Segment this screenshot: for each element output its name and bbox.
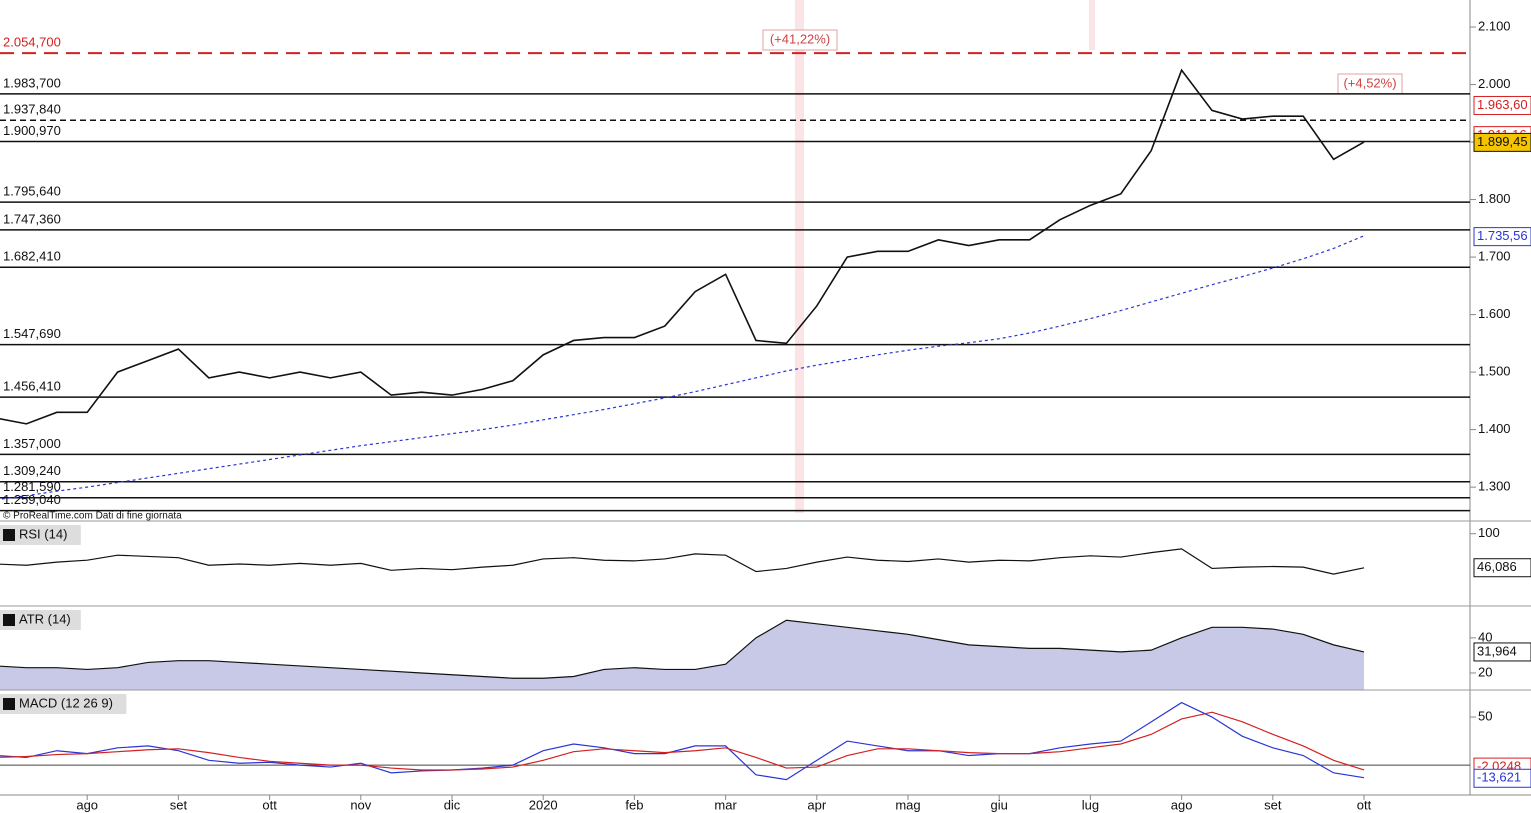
x-tick-label: mar xyxy=(714,797,737,812)
y-tick-label: 2.000 xyxy=(1478,76,1511,91)
level-label: 1.983,700 xyxy=(3,75,61,90)
y-tick-label: 1.800 xyxy=(1478,191,1511,206)
level-label: 1.357,000 xyxy=(3,436,61,451)
panel-title: RSI (14) xyxy=(19,526,67,541)
level-label: 1.456,410 xyxy=(3,379,61,394)
level-label: 1.281,590 xyxy=(3,479,61,494)
y-tick-label: 1.300 xyxy=(1478,479,1511,494)
level-label: 1.309,240 xyxy=(3,463,61,478)
highlight-band xyxy=(795,0,804,513)
price-tag xyxy=(1473,558,1531,578)
annotation-box xyxy=(762,29,838,51)
x-tick-label: lug xyxy=(1082,797,1099,812)
y-tick-label: 50 xyxy=(1478,708,1492,723)
x-tick-label: ago xyxy=(76,797,98,812)
price-tag-label: 1.899,45 xyxy=(1477,134,1528,149)
panel-title-bg xyxy=(0,525,81,545)
x-tick-label: ago xyxy=(1171,797,1193,812)
price-tag xyxy=(1473,227,1531,247)
y-tick-label: 1.700 xyxy=(1478,249,1511,264)
series-line xyxy=(0,235,1365,500)
level-label: 1.547,690 xyxy=(3,326,61,341)
price-tag-label: 1.963,60 xyxy=(1477,97,1528,112)
level-label: 2.054,700 xyxy=(3,35,61,50)
price-tag-label: 46,086 xyxy=(1477,559,1517,574)
panel-title-icon xyxy=(3,529,15,541)
y-tick-label: 1.600 xyxy=(1478,306,1511,321)
panel-title: MACD (12 26 9) xyxy=(19,695,113,710)
annotation: (+4,52%) xyxy=(1343,75,1396,90)
x-tick-label: set xyxy=(1264,797,1282,812)
x-tick-label: giu xyxy=(991,797,1008,812)
price-tag-label: -13,621 xyxy=(1477,770,1521,785)
footnote: © ProRealTime.com Dati di fine giornata xyxy=(3,511,182,522)
x-tick-label: feb xyxy=(625,797,643,812)
panel-title: ATR (14) xyxy=(19,611,71,626)
x-tick-label: 2020 xyxy=(529,797,558,812)
x-tick-label: dic xyxy=(444,797,461,812)
x-tick-label: mag xyxy=(895,797,920,812)
x-tick-label: nov xyxy=(350,797,371,812)
y-tick-label: 2.100 xyxy=(1478,18,1511,33)
series-line xyxy=(0,68,1365,425)
annotation: (+41,22%) xyxy=(770,31,830,46)
x-tick-label: ott xyxy=(262,797,277,812)
x-tick-label: apr xyxy=(807,797,826,812)
level-label: 1.937,840 xyxy=(3,102,61,117)
y-tick-label: 1.500 xyxy=(1478,364,1511,379)
panel-title-icon xyxy=(3,614,15,626)
level-label: 1.682,410 xyxy=(3,249,61,264)
level-label: 1.747,360 xyxy=(3,211,61,226)
y-tick-label: 100 xyxy=(1478,525,1500,540)
price-tag-label: 1.735,56 xyxy=(1477,228,1528,243)
y-tick-label: 20 xyxy=(1478,664,1492,679)
series-line xyxy=(0,619,1365,679)
price-tag xyxy=(1473,768,1531,788)
price-tag xyxy=(1473,95,1531,115)
price-tag xyxy=(1473,132,1531,152)
y-tick-label: 1.400 xyxy=(1478,421,1511,436)
series-line xyxy=(0,548,1365,575)
level-label: 1.900,970 xyxy=(3,123,61,138)
series-line xyxy=(0,711,1365,771)
price-tag xyxy=(1473,642,1531,662)
panel-title-bg xyxy=(0,694,127,714)
highlight-band xyxy=(1089,0,1095,50)
x-tick-label: ott xyxy=(1357,797,1372,812)
level-label: 1.259,040 xyxy=(3,492,61,507)
panel-title-icon xyxy=(3,698,15,710)
price-tag-label: 31,964 xyxy=(1477,643,1517,658)
level-label: 1.795,640 xyxy=(3,184,61,199)
x-tick-label: set xyxy=(170,797,188,812)
area-fill xyxy=(0,620,1364,690)
panel-title-bg xyxy=(0,610,81,630)
series-line xyxy=(0,701,1365,781)
y-tick-label: 40 xyxy=(1478,629,1492,644)
